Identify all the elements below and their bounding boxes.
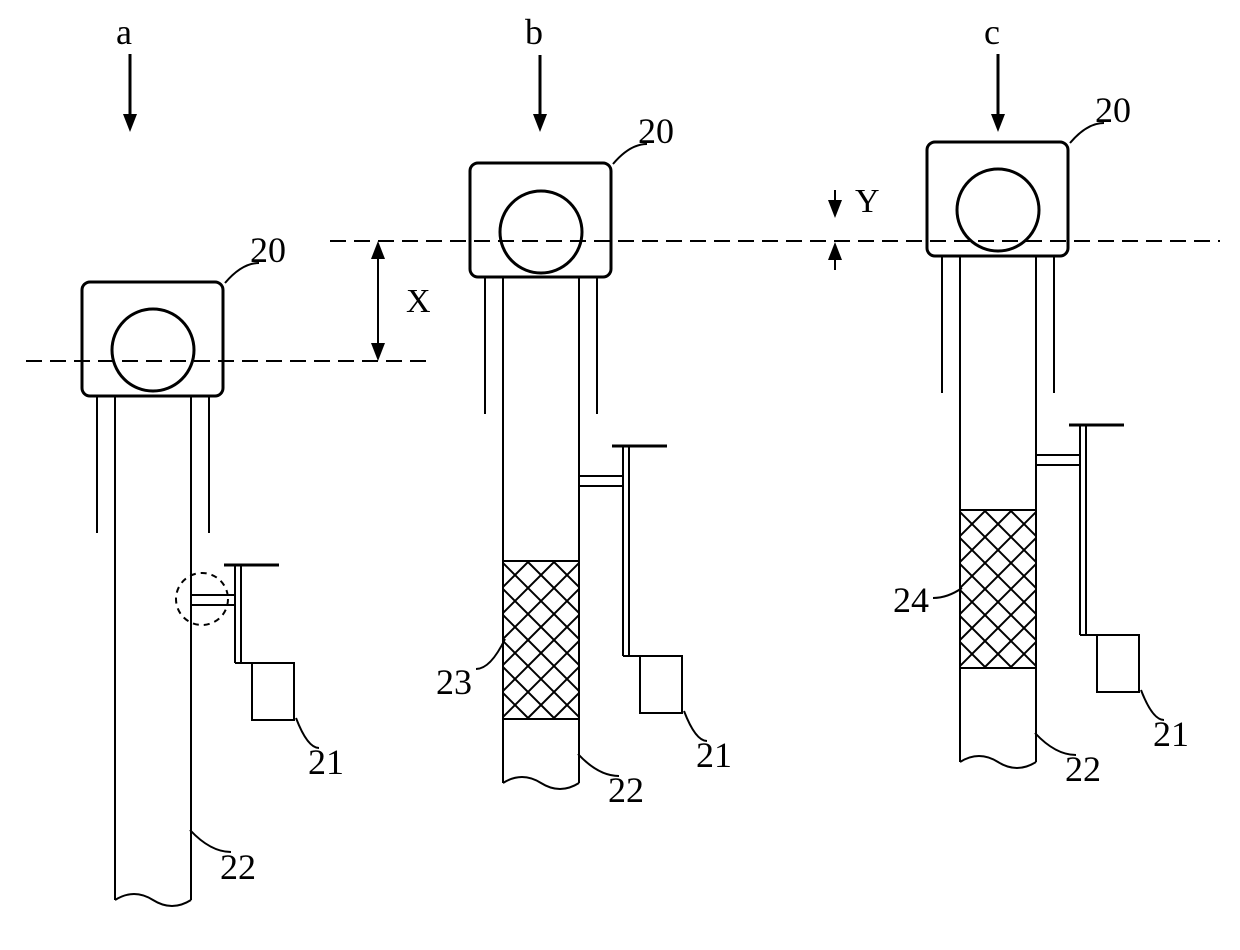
svg-text:23: 23 — [436, 662, 472, 702]
svg-text:22: 22 — [220, 847, 256, 887]
diagram-canvas: X Ya b c 20 21 22 20 21 22 23 20 21 22 24 — [0, 0, 1240, 950]
svg-text:20: 20 — [1095, 90, 1131, 130]
svg-text:21: 21 — [1153, 714, 1189, 754]
svg-text:Y: Y — [855, 183, 880, 220]
svg-text:20: 20 — [250, 230, 286, 270]
svg-text:20: 20 — [638, 111, 674, 151]
svg-text:22: 22 — [1065, 749, 1101, 789]
svg-text:22: 22 — [608, 770, 644, 810]
svg-text:24: 24 — [893, 580, 929, 620]
svg-text:a: a — [116, 12, 132, 52]
svg-text:c: c — [984, 12, 1000, 52]
svg-text:21: 21 — [696, 735, 732, 775]
svg-text:X: X — [406, 283, 431, 320]
svg-text:b: b — [525, 12, 543, 52]
svg-text:21: 21 — [308, 742, 344, 782]
